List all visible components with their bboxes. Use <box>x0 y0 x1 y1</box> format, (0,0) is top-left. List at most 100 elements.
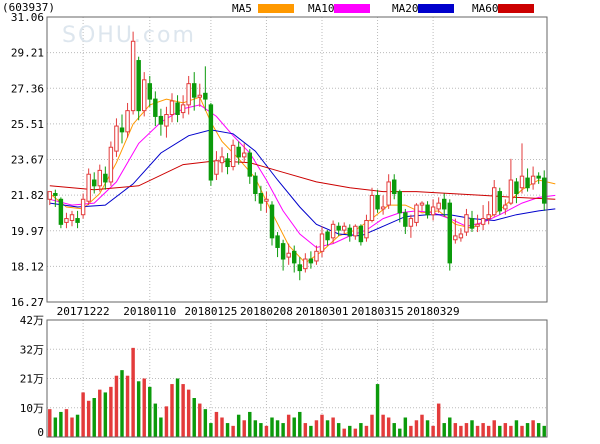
legend-label: MA5 <box>232 2 252 15</box>
candle-body <box>480 218 486 225</box>
candle-body <box>114 125 119 152</box>
candle-down <box>269 201 275 246</box>
legend-swatch <box>334 4 370 13</box>
volume-bar <box>436 403 441 437</box>
volume-bar <box>320 414 324 437</box>
ma5-line <box>49 96 556 264</box>
candle-up <box>364 214 369 242</box>
volume-bar <box>486 425 491 437</box>
candle-up <box>86 168 91 206</box>
candle-body <box>264 198 269 202</box>
candle-down <box>425 201 430 219</box>
candle-body <box>542 177 547 204</box>
volume-bar <box>342 428 346 437</box>
candle-body <box>419 202 425 206</box>
volume-tick-label: 21万 <box>20 373 44 386</box>
date-tick-label: 20180208 <box>240 305 293 318</box>
volume-bar <box>353 428 358 437</box>
volume-bar <box>448 417 452 437</box>
volume-bar <box>398 428 402 437</box>
candle-body <box>536 175 541 179</box>
volume-bar <box>86 400 91 437</box>
volume-bar <box>309 425 313 437</box>
candle-up <box>197 83 203 107</box>
candle-body <box>469 218 475 229</box>
candle-body <box>130 40 136 112</box>
candle-up <box>219 147 225 173</box>
candle-body <box>519 175 525 189</box>
candle-body <box>447 202 452 264</box>
candle-body <box>53 193 58 196</box>
candle-down <box>525 168 530 192</box>
candle-body <box>430 206 436 216</box>
candle-up <box>436 197 441 213</box>
date-tick-label: 20180110 <box>123 305 176 318</box>
candle-body <box>525 177 530 189</box>
volume-bar <box>170 384 174 437</box>
candle-body <box>169 100 175 116</box>
candle-body <box>436 202 441 210</box>
candle-body <box>197 94 203 98</box>
candle-up <box>453 218 458 244</box>
candle-body <box>280 243 286 260</box>
volume-bar <box>359 423 363 437</box>
volume-bar <box>192 398 196 437</box>
volume-bar <box>264 425 269 437</box>
candle-body <box>119 127 125 133</box>
volume-bar <box>481 423 485 437</box>
candle-down <box>258 185 264 211</box>
candle-up <box>47 191 53 206</box>
legend-label: MA60 <box>472 2 499 15</box>
candle-up <box>430 199 436 221</box>
candle-down <box>403 208 408 234</box>
candle-down <box>175 95 180 123</box>
candle-body <box>147 83 153 100</box>
candle-down <box>147 75 153 107</box>
volume-bar <box>103 392 108 437</box>
candle-up <box>342 222 347 234</box>
candle-body <box>208 104 214 181</box>
volume-tick-label: 0 <box>37 426 44 439</box>
moving-averages <box>49 96 556 264</box>
candle-up <box>353 224 358 240</box>
price-tick-label: 18.12 <box>11 260 44 273</box>
ma60-line <box>49 160 556 200</box>
candle-body <box>142 79 147 112</box>
candle-body <box>269 204 275 239</box>
candle-up <box>114 118 119 157</box>
candle-down <box>53 189 58 207</box>
candle-body <box>425 204 430 216</box>
candle-up <box>80 193 86 219</box>
candle-body <box>369 194 375 221</box>
candle-up <box>286 243 291 265</box>
volume-bar <box>248 411 252 437</box>
candle-down <box>469 210 475 233</box>
candle-down <box>497 187 502 215</box>
volume-bar <box>442 423 446 437</box>
volume-tick-label: 32万 <box>20 343 44 356</box>
candle-up <box>186 75 191 115</box>
volume-bar <box>325 420 330 437</box>
candle-body <box>303 258 308 270</box>
candle-body <box>80 198 86 216</box>
volume-bar <box>253 420 258 437</box>
volume-bar <box>70 417 74 437</box>
candle-up <box>480 205 486 231</box>
candle-body <box>75 218 80 223</box>
candle-down <box>336 222 341 236</box>
date-tick-label: 20180125 <box>184 305 237 318</box>
candle-up <box>264 191 269 213</box>
candle-down <box>447 199 452 271</box>
volume-bar <box>92 398 96 437</box>
volume-bar <box>53 417 58 437</box>
price-tick-label: 31.06 <box>11 11 44 24</box>
candle-body <box>342 225 347 231</box>
volume-bar <box>186 389 191 437</box>
volume-bar <box>81 392 85 437</box>
volume-bar <box>131 347 135 437</box>
candle-body <box>286 252 291 258</box>
candle-down <box>542 170 547 211</box>
candle-body <box>192 83 197 98</box>
candle-up <box>69 210 75 227</box>
price-tick-label: 23.67 <box>11 154 44 167</box>
